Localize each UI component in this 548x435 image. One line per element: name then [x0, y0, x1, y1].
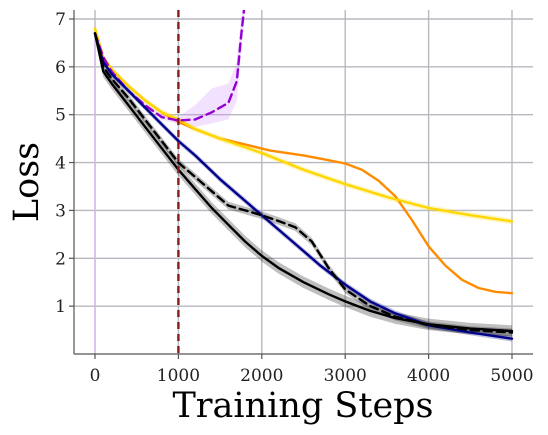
series-band: [95, 10, 246, 127]
y-tick-label: 5: [55, 106, 66, 126]
axes: [69, 10, 533, 359]
series-band: [95, 27, 512, 337]
y-axis-label: Loss: [7, 142, 47, 222]
series-lines: [93, 10, 514, 354]
y-tick-label: 6: [55, 58, 66, 78]
tick-labels: 0 1000 2000 3000 4000 5000 1 2 3 4 5 6 7: [55, 10, 533, 386]
x-tick-label: 5000: [490, 366, 533, 386]
y-tick-label: 2: [55, 249, 66, 269]
series-line: [93, 32, 514, 333]
y-tick-label: 7: [55, 10, 66, 30]
x-tick-label: 4000: [407, 366, 450, 386]
y-tick-label: 3: [55, 201, 66, 221]
confidence-bands: [95, 10, 512, 342]
x-axis-label: Training Steps: [172, 386, 433, 426]
series-band: [95, 29, 512, 337]
x-tick-label: 0: [90, 366, 101, 386]
x-tick-label: 3000: [324, 366, 367, 386]
x-tick-label: 1000: [157, 366, 200, 386]
grid: [74, 10, 533, 354]
series-line: [93, 32, 514, 340]
y-tick-label: 4: [55, 154, 66, 174]
y-tick-label: 1: [55, 297, 66, 317]
series-line: [93, 27, 514, 223]
series-line: [93, 32, 514, 334]
series-band: [95, 30, 512, 342]
x-tick-label: 2000: [240, 366, 283, 386]
series-band: [95, 25, 512, 225]
series-line: [93, 10, 246, 122]
